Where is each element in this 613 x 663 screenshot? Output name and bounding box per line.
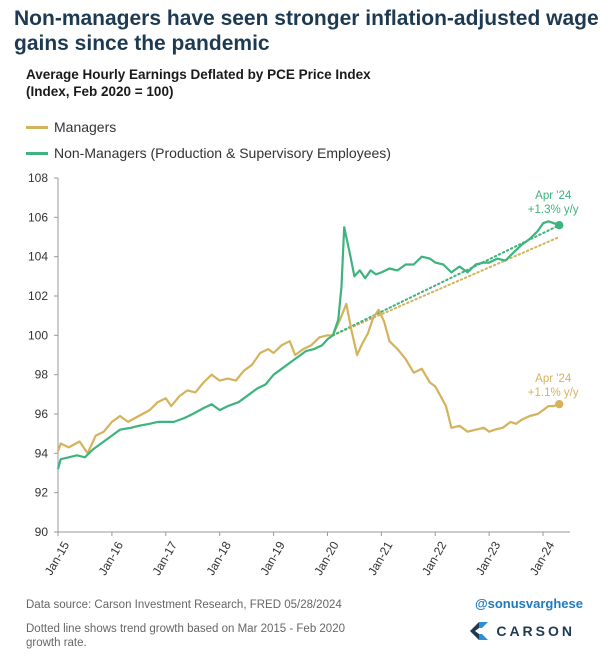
carson-logo-text: CARSON bbox=[496, 623, 575, 639]
chart-subtitle: Average Hourly Earnings Deflated by PCE … bbox=[26, 66, 371, 100]
annotation-change-non-managers: +1.3% y/y bbox=[528, 204, 579, 216]
trend-line-managers bbox=[331, 236, 561, 337]
chart-legend: Managers Non-Managers (Production & Supe… bbox=[26, 114, 391, 166]
legend-item-non-managers: Non-Managers (Production & Supervisory E… bbox=[26, 140, 391, 166]
trend-lines bbox=[331, 224, 561, 337]
series-line-non-managers bbox=[56, 220, 560, 470]
series-lines bbox=[56, 220, 564, 470]
trend-note: Dotted line shows trend growth based on … bbox=[26, 622, 345, 650]
y-tick-label: 94 bbox=[35, 446, 49, 460]
x-tick-label: Jan-17 bbox=[150, 539, 181, 578]
annotations: Apr '24 +1.3% y/y Apr '24 +1.1% y/y bbox=[528, 190, 579, 399]
subtitle-line-2: (Index, Feb 2020 = 100) bbox=[26, 84, 174, 99]
y-tick-label: 104 bbox=[28, 250, 48, 264]
y-tick-label: 106 bbox=[28, 210, 48, 224]
y-tick-label: 98 bbox=[35, 368, 49, 382]
x-axis: Jan-15 Jan-16 Jan-17 Jan-18 Jan-19 Jan-20 Jan-… bbox=[42, 531, 570, 578]
trend-note-line-1: Dotted line shows trend growth based on … bbox=[26, 623, 345, 635]
x-tick-label: Jan-23 bbox=[473, 539, 504, 578]
legend-swatch-managers bbox=[26, 125, 48, 129]
x-tick-label: Jan-24 bbox=[527, 539, 558, 578]
series-endpoint-non-managers bbox=[555, 221, 564, 230]
y-tick-label: 108 bbox=[28, 171, 48, 185]
carson-logo: CARSON bbox=[470, 620, 575, 642]
x-tick-label: Jan-16 bbox=[96, 539, 127, 578]
annotation-date-managers: Apr '24 bbox=[535, 373, 572, 385]
y-tick-label: 90 bbox=[35, 525, 49, 539]
social-handle: @sonusvarghese bbox=[474, 596, 583, 611]
y-axis: 90 92 94 96 98 100 102 104 106 108 bbox=[28, 171, 59, 539]
y-tick-label: 102 bbox=[28, 289, 48, 303]
x-tick-label: Jan-22 bbox=[419, 539, 450, 578]
carson-logo-icon bbox=[470, 622, 489, 640]
legend-label-non-managers: Non-Managers (Production & Supervisory E… bbox=[54, 145, 391, 161]
y-tick-label: 92 bbox=[35, 486, 49, 500]
subtitle-line-1: Average Hourly Earnings Deflated by PCE … bbox=[26, 67, 371, 82]
series-line-managers bbox=[56, 302, 560, 455]
x-tick-label: Jan-21 bbox=[365, 539, 396, 578]
legend-label-managers: Managers bbox=[54, 119, 117, 135]
x-tick-label: Jan-20 bbox=[311, 539, 342, 578]
trend-line-non-managers bbox=[331, 224, 561, 337]
data-source-note: Data source: Carson Investment Research,… bbox=[26, 599, 342, 611]
legend-swatch-non-managers bbox=[26, 151, 48, 155]
annotation-change-managers: +1.1% y/y bbox=[528, 387, 579, 399]
x-tick-label: Jan-19 bbox=[257, 539, 288, 578]
series-endpoint-managers bbox=[555, 399, 564, 409]
trend-note-line-2: growth rate. bbox=[26, 637, 87, 649]
x-tick-label: Jan-15 bbox=[42, 539, 73, 578]
chart-headline: Non-managers have seen stronger inflatio… bbox=[14, 7, 599, 55]
annotation-date-non-managers: Apr '24 bbox=[535, 190, 572, 202]
y-tick-label: 100 bbox=[28, 328, 48, 342]
y-tick-label: 96 bbox=[35, 407, 49, 421]
x-tick-label: Jan-18 bbox=[203, 539, 234, 578]
legend-item-managers: Managers bbox=[26, 114, 391, 140]
